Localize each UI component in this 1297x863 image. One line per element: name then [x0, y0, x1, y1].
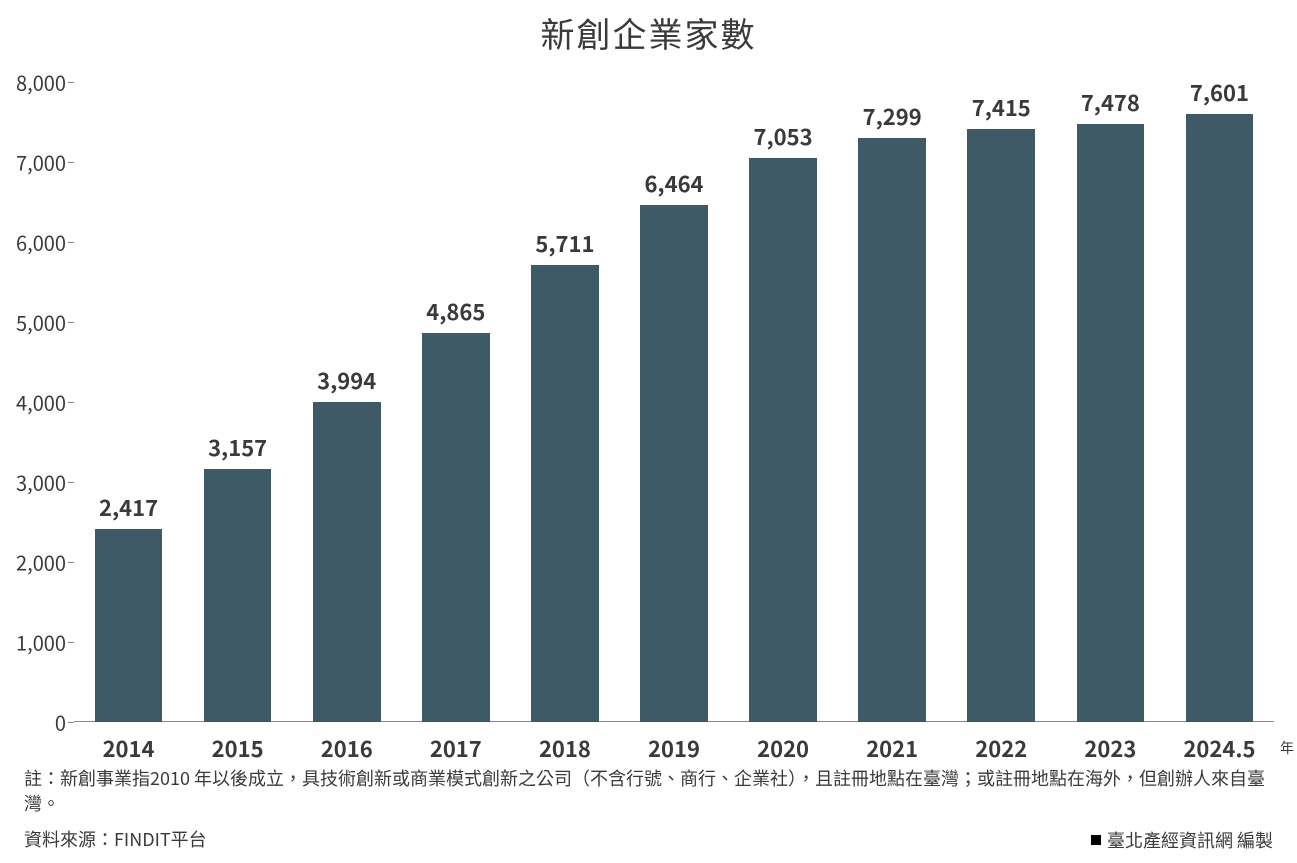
bar: [531, 265, 599, 722]
y-tick-label: 4,000: [4, 388, 66, 417]
y-tick-mark: [68, 402, 74, 403]
y-tick-mark: [68, 242, 74, 243]
bar: [1077, 124, 1145, 722]
chart-title: 新創企業家數: [0, 8, 1297, 57]
bar: [204, 469, 272, 722]
legend-square-icon: [1091, 835, 1101, 845]
y-tick-mark: [68, 322, 74, 323]
x-category-label: 2024.5: [1149, 732, 1289, 764]
y-tick-mark: [68, 82, 74, 83]
y-tick-mark: [68, 642, 74, 643]
y-tick-label: 6,000: [4, 228, 66, 257]
bar-value-label: 4,865: [386, 295, 526, 327]
footnote-text: 註：新創事業指2010 年以後成立，具技術創新或商業模式創新之公司（不含行號、商…: [24, 766, 1273, 816]
bar-value-label: 3,994: [277, 364, 417, 396]
bar: [422, 333, 490, 722]
legend-label: 臺北產經資訊網 編製: [1107, 827, 1273, 853]
y-tick-label: 5,000: [4, 308, 66, 337]
bar: [749, 158, 817, 722]
bar-value-label: 3,157: [168, 431, 308, 463]
bar: [640, 205, 708, 722]
y-tick-label: 2,000: [4, 548, 66, 577]
bar: [313, 402, 381, 722]
y-tick-mark: [68, 562, 74, 563]
y-tick-mark: [68, 162, 74, 163]
y-tick-mark: [68, 482, 74, 483]
bar: [1186, 114, 1254, 722]
y-tick-label: 8,000: [4, 68, 66, 97]
bar-value-label: 6,464: [604, 167, 744, 199]
y-tick-label: 3,000: [4, 468, 66, 497]
y-tick-label: 7,000: [4, 148, 66, 177]
y-tick-label: 0: [4, 708, 66, 737]
bar: [858, 138, 926, 722]
bar-value-label: 7,601: [1149, 76, 1289, 108]
chart-plot-area: 2,4173,1573,9944,8655,7116,4647,0537,299…: [74, 82, 1274, 722]
bar-value-label: 5,711: [495, 227, 635, 259]
legend: 臺北產經資訊網 編製: [1091, 827, 1273, 853]
y-tick-label: 1,000: [4, 628, 66, 657]
chart-container: 新創企業家數 2,417 3,157 3,994 4,865 5,711 6,464 7,0…: [0, 0, 1297, 863]
bar: [967, 129, 1035, 722]
bars-group: 2,4173,1573,9944,8655,7116,4647,0537,299…: [74, 82, 1274, 722]
y-tick-mark: [68, 722, 74, 723]
x-axis-unit-label: 年: [1280, 738, 1294, 758]
source-text: 資料來源：FINDIT平台: [24, 826, 207, 852]
bar-value-label: 2,417: [59, 491, 199, 523]
bar: [95, 529, 163, 722]
